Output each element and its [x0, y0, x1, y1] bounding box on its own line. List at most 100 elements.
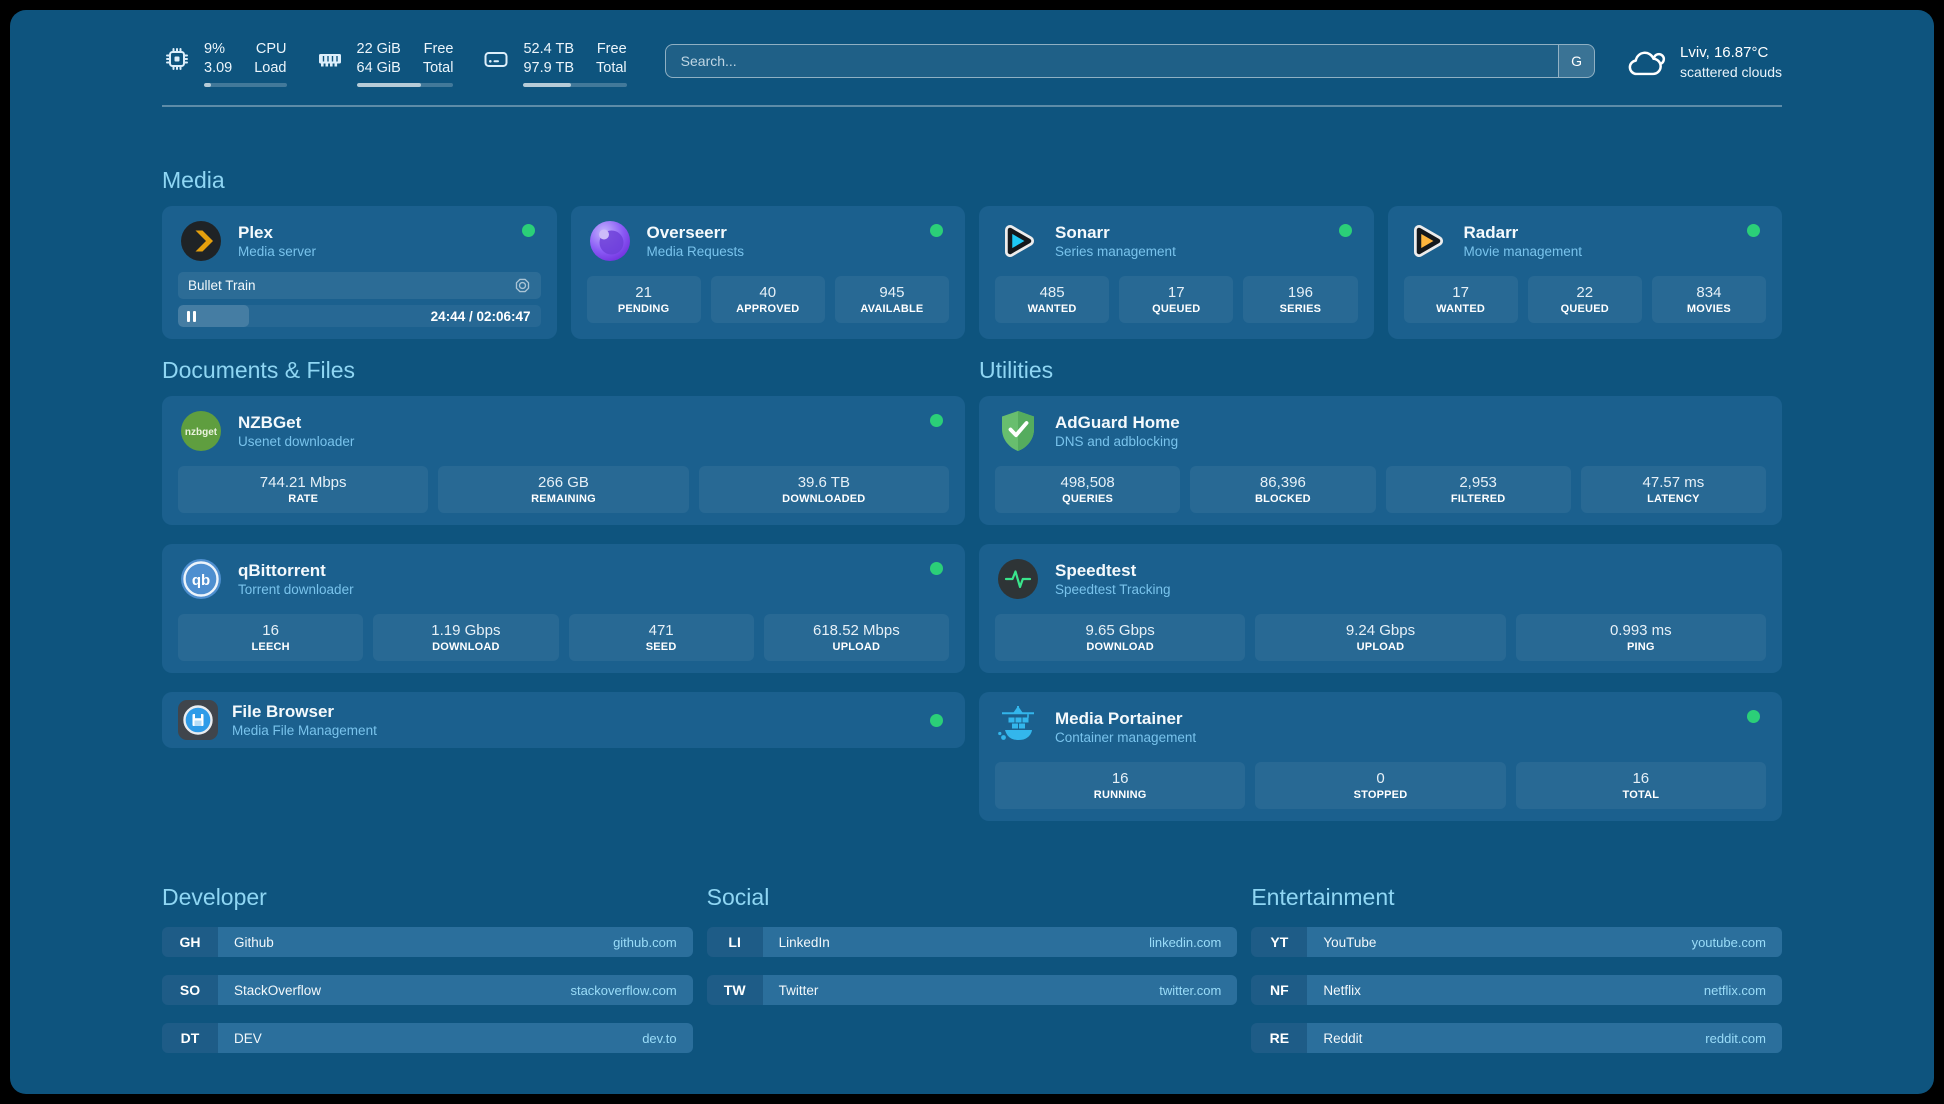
- stat-value: 2,953: [1459, 473, 1497, 491]
- stat-box: 47.57 ms LATENCY: [1580, 466, 1766, 513]
- stat-box: 17 WANTED: [1403, 276, 1518, 323]
- bookmark-url: dev.to: [642, 1030, 677, 1046]
- stat-value: 744.21 Mbps: [259, 473, 347, 491]
- stat-value: 17: [1452, 283, 1469, 301]
- app-card-radarr[interactable]: Radarr Movie management 17 WANTED 22 QUE…: [1387, 206, 1782, 339]
- status-dot: [930, 562, 943, 575]
- app-subtitle: Series management: [1055, 243, 1176, 259]
- app-card-plex[interactable]: Plex Media server Bullet Train: [162, 206, 557, 339]
- app-subtitle: Usenet downloader: [238, 433, 355, 449]
- bookmark-name: Reddit: [1323, 1030, 1363, 1046]
- bookmark-url: github.com: [613, 934, 677, 950]
- bookmark-dev[interactable]: DT DEV dev.to: [162, 1023, 693, 1053]
- stat-value: 40: [759, 283, 777, 301]
- dashboard-panel: 9% CPU 3.09 Load: [10, 10, 1934, 1094]
- system-stats: 9% CPU 3.09 Load: [162, 40, 627, 87]
- app-card-overseerr[interactable]: Overseerr Media Requests 21 PENDING 40 A…: [570, 206, 965, 339]
- app-subtitle: Speedtest Tracking: [1055, 581, 1171, 597]
- disk-free-value: 52.4 TB: [523, 41, 575, 57]
- playback-progress-bar[interactable]: 24:44 / 02:06:47: [178, 305, 541, 327]
- app-title: Plex: [238, 222, 273, 242]
- stat-value: 485: [1039, 283, 1065, 301]
- stat-value: 9.65 Gbps: [1085, 621, 1155, 639]
- app-subtitle: Media Requests: [646, 243, 745, 259]
- bookmark-stackoverflow[interactable]: SO StackOverflow stackoverflow.com: [162, 975, 693, 1005]
- stat-box: 744.21 Mbps RATE: [178, 466, 429, 513]
- bookmark-linkedin[interactable]: LI LinkedIn linkedin.com: [706, 927, 1238, 957]
- bookmark-group-entertainment: Entertainment YT YouTube youtube.com NF …: [1251, 884, 1782, 1071]
- bookmark-name: Twitter: [778, 982, 819, 998]
- section-title-utilities: Utilities: [979, 357, 1054, 383]
- stat-label: PENDING: [617, 302, 670, 315]
- bookmark-reddit[interactable]: RE Reddit reddit.com: [1251, 1023, 1782, 1053]
- bookmark-url: linkedin.com: [1149, 934, 1222, 950]
- adguard-logo-icon: [995, 408, 1041, 454]
- qbittorrent-logo-icon: qb: [178, 556, 224, 602]
- search-engine-button[interactable]: G: [1558, 44, 1595, 77]
- stat-value: 21: [635, 283, 652, 301]
- app-subtitle: Media server: [238, 243, 317, 259]
- search-input[interactable]: [665, 44, 1559, 77]
- stat-label: SERIES: [1279, 302, 1322, 315]
- bookmark-group-developer: Developer GH Github github.com SO StackO…: [162, 884, 693, 1071]
- utilities-column: Utilities AdGuard Home: [979, 339, 1782, 840]
- app-subtitle: Torrent downloader: [238, 581, 354, 597]
- app-card-qbittorrent[interactable]: qb qBittorrent Torrent downloader 16 LEE…: [162, 544, 965, 673]
- now-playing-title: Bullet Train: [188, 278, 256, 293]
- status-dot: [930, 714, 943, 727]
- weather-location-temp: Lviv, 16.87°C: [1680, 43, 1769, 61]
- stat-box: 834 MOVIES: [1651, 276, 1767, 323]
- ram-progress-fill: [356, 83, 421, 87]
- weather-widget: Lviv, 16.87°C scattered clouds: [1625, 43, 1782, 81]
- bookmark-name: Github: [234, 934, 274, 950]
- bookmark-url: youtube.com: [1691, 934, 1766, 950]
- bookmarks-grid: Developer GH Github github.com SO StackO…: [162, 884, 1782, 1071]
- bookmark-youtube[interactable]: YT YouTube youtube.com: [1251, 927, 1782, 957]
- app-card-sonarr[interactable]: Sonarr Series management 485 WANTED 17 Q…: [979, 206, 1374, 339]
- app-title: Overseerr: [646, 222, 727, 242]
- stat-box: 945 AVAILABLE: [834, 276, 950, 323]
- stat-box: 471 SEED: [568, 614, 754, 661]
- stat-value: 0.993 ms: [1609, 621, 1672, 639]
- ram-icon: [315, 44, 345, 74]
- stat-box: 0.993 ms PING: [1515, 614, 1766, 661]
- weather-condition: scattered clouds: [1680, 63, 1782, 80]
- stat-box: 485 WANTED: [995, 276, 1110, 323]
- load-label: Load: [254, 60, 287, 76]
- search-bar: G: [664, 43, 1596, 78]
- pause-icon[interactable]: [187, 310, 196, 322]
- webcam-icon: [514, 277, 531, 294]
- app-card-speedtest[interactable]: Speedtest Speedtest Tracking 9.65 Gbps D…: [979, 544, 1782, 673]
- cpu-progress-fill: [204, 83, 212, 87]
- bookmark-github[interactable]: GH Github github.com: [162, 927, 693, 957]
- app-title: qBittorrent: [238, 560, 326, 580]
- bookmark-url: reddit.com: [1705, 1030, 1766, 1046]
- app-card-portainer[interactable]: Media Portainer Container management 16 …: [979, 692, 1782, 821]
- svg-text:nzbget: nzbget: [185, 427, 218, 438]
- disk-total-label: Total: [596, 60, 627, 76]
- stat-box: 1.19 Gbps DOWNLOAD: [373, 614, 559, 661]
- bookmark-abbr: DT: [162, 1023, 218, 1053]
- stat-box: 40 APPROVED: [710, 276, 825, 323]
- app-card-filebrowser[interactable]: File Browser Media File Management: [162, 692, 965, 748]
- stat-box: 21 PENDING: [586, 276, 701, 323]
- overseerr-logo-icon: [587, 218, 633, 264]
- bookmark-twitter[interactable]: TW Twitter twitter.com: [706, 975, 1238, 1005]
- app-card-adguard[interactable]: AdGuard Home DNS and adblocking 498,508 …: [979, 396, 1782, 525]
- media-grid: Plex Media server Bullet Train: [162, 206, 1782, 339]
- app-card-nzbget[interactable]: nzbget NZBGet Usenet downloader 744.21 M…: [162, 396, 965, 525]
- cpu-progress-bar: [204, 83, 287, 87]
- stat-label: BLOCKED: [1254, 492, 1311, 505]
- section-title-media: Media: [162, 167, 225, 193]
- bookmark-netflix[interactable]: NF Netflix netflix.com: [1251, 975, 1782, 1005]
- status-dot: [1747, 710, 1760, 723]
- stat-label: DOWNLOAD: [1086, 640, 1154, 653]
- stat-value: 498,508: [1060, 473, 1115, 491]
- app-subtitle: Container management: [1055, 729, 1197, 745]
- app-title: Speedtest: [1055, 560, 1137, 580]
- stat-label: FILTERED: [1450, 492, 1506, 505]
- disk-free-label: Free: [596, 41, 627, 57]
- ram-free-value: 22 GiB: [356, 41, 401, 57]
- stat-label: LATENCY: [1647, 492, 1700, 505]
- portainer-logo-icon: [995, 704, 1041, 750]
